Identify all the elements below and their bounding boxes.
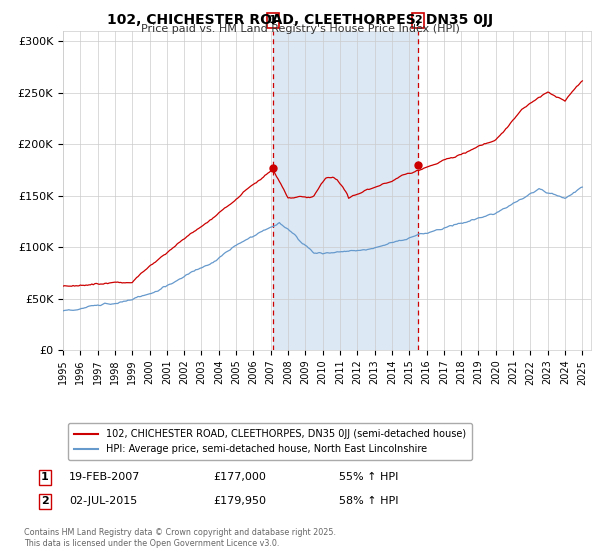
Text: 1: 1 [269, 15, 277, 25]
Text: Price paid vs. HM Land Registry's House Price Index (HPI): Price paid vs. HM Land Registry's House … [140, 24, 460, 34]
Text: 102, CHICHESTER ROAD, CLEETHORPES, DN35 0JJ: 102, CHICHESTER ROAD, CLEETHORPES, DN35 … [107, 13, 493, 27]
Text: 2: 2 [414, 15, 422, 25]
Text: £179,950: £179,950 [213, 496, 266, 506]
Text: 02-JUL-2015: 02-JUL-2015 [69, 496, 137, 506]
Text: Contains HM Land Registry data © Crown copyright and database right 2025.
This d: Contains HM Land Registry data © Crown c… [24, 528, 336, 548]
Text: 58% ↑ HPI: 58% ↑ HPI [339, 496, 398, 506]
Text: 1: 1 [41, 472, 49, 482]
Text: 19-FEB-2007: 19-FEB-2007 [69, 472, 140, 482]
Text: 55% ↑ HPI: 55% ↑ HPI [339, 472, 398, 482]
Legend: 102, CHICHESTER ROAD, CLEETHORPES, DN35 0JJ (semi-detached house), HPI: Average : 102, CHICHESTER ROAD, CLEETHORPES, DN35 … [68, 423, 472, 460]
Text: £177,000: £177,000 [213, 472, 266, 482]
Text: 2: 2 [41, 496, 49, 506]
Bar [273, 31, 418, 350]
